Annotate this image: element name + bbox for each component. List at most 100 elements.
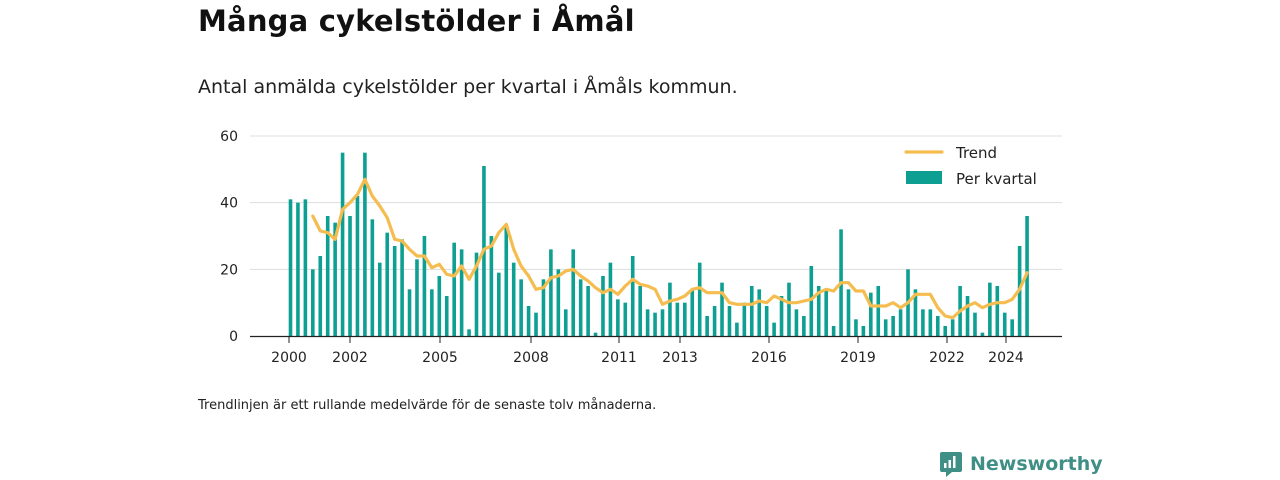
bar bbox=[876, 286, 881, 336]
chart-subtitle: Antal anmälda cykelstölder per kvartal i… bbox=[198, 76, 738, 98]
bar bbox=[296, 202, 300, 336]
bar bbox=[712, 306, 717, 336]
bar bbox=[526, 306, 531, 336]
bar bbox=[898, 309, 903, 336]
bar bbox=[400, 239, 404, 336]
bar bbox=[489, 236, 494, 336]
bar bbox=[377, 262, 382, 336]
bar bbox=[392, 246, 397, 336]
bar bbox=[883, 319, 888, 336]
bar bbox=[459, 249, 464, 336]
bar bbox=[854, 319, 858, 336]
bar bbox=[764, 306, 769, 336]
y-tick-label: 60 bbox=[220, 129, 238, 145]
footnote: Trendlinjen är ett rullande medelvärde f… bbox=[198, 398, 657, 413]
bar bbox=[928, 309, 933, 336]
x-tick-label: 2000 bbox=[271, 350, 307, 366]
trend-line bbox=[311, 177, 1029, 320]
legend-bar-label: Per kvartal bbox=[956, 170, 1037, 188]
bar bbox=[311, 269, 315, 336]
bar bbox=[407, 289, 412, 336]
bar bbox=[385, 232, 390, 336]
bar bbox=[779, 296, 784, 336]
bar bbox=[601, 276, 605, 336]
bar bbox=[1010, 319, 1014, 336]
legend-trend-label: Trend bbox=[955, 144, 997, 162]
y-tick-label: 40 bbox=[220, 196, 238, 212]
bar bbox=[355, 196, 360, 336]
bar bbox=[973, 312, 977, 336]
bar bbox=[787, 282, 791, 336]
bar bbox=[861, 326, 866, 336]
bar bbox=[288, 199, 293, 336]
bar bbox=[980, 332, 985, 336]
bar bbox=[772, 322, 776, 336]
axes: 0 20 40 60 2000 2002 2005 2008 2011 2013 2016 2019 2… bbox=[220, 129, 1062, 366]
bar bbox=[757, 289, 762, 336]
bar bbox=[794, 309, 799, 336]
bar bbox=[303, 199, 308, 336]
bar bbox=[422, 236, 427, 336]
x-tick-label: 2005 bbox=[422, 350, 458, 366]
bar bbox=[891, 316, 895, 336]
bar bbox=[869, 292, 873, 336]
bar bbox=[720, 282, 724, 336]
bar bbox=[705, 316, 709, 336]
bar bbox=[921, 309, 925, 336]
brand-name: Newsworthy bbox=[970, 453, 1103, 475]
bar bbox=[727, 306, 732, 336]
bar bbox=[444, 296, 449, 336]
bar bbox=[549, 249, 553, 336]
bar bbox=[608, 262, 613, 336]
bar bbox=[846, 289, 851, 336]
bar bbox=[340, 152, 345, 336]
bar bbox=[995, 286, 1000, 336]
x-tick-label: 2008 bbox=[513, 350, 549, 366]
chart-title: Många cykelstölder i Åmål bbox=[198, 4, 635, 38]
gridlines bbox=[250, 135, 1062, 270]
bar bbox=[645, 309, 650, 336]
bar bbox=[675, 302, 680, 336]
bar bbox=[802, 316, 806, 336]
x-tick-label: 2011 bbox=[601, 350, 637, 366]
x-tick-label: 2024 bbox=[988, 350, 1024, 366]
bar bbox=[571, 249, 576, 336]
legend-bar-swatch bbox=[906, 171, 942, 184]
bar bbox=[467, 329, 471, 336]
bar bbox=[816, 286, 821, 336]
bar bbox=[586, 286, 590, 336]
bar bbox=[831, 326, 836, 336]
bar bbox=[534, 312, 538, 336]
trend-line-layer bbox=[311, 177, 1029, 320]
bar bbox=[504, 226, 509, 336]
bar bbox=[749, 286, 754, 336]
brand-logo: Newsworthy bbox=[940, 450, 1103, 478]
bar bbox=[578, 279, 583, 336]
bar bbox=[519, 279, 523, 336]
bar bbox=[430, 289, 434, 336]
bar bbox=[742, 302, 747, 336]
bar bbox=[474, 252, 479, 336]
x-tick-label: 2013 bbox=[662, 350, 698, 366]
bar bbox=[668, 282, 672, 336]
bar bbox=[556, 269, 561, 336]
bar bbox=[563, 309, 568, 336]
bar bbox=[653, 312, 657, 336]
bar bbox=[638, 286, 642, 336]
x-tick-label: 2019 bbox=[840, 350, 876, 366]
legend: Trend Per kvartal bbox=[898, 138, 1056, 200]
bar bbox=[683, 302, 687, 336]
bar bbox=[824, 289, 828, 336]
bar-chart: 0 20 40 60 2000 2002 2005 2008 2011 2013 2016 2019 2… bbox=[220, 129, 1062, 366]
legend-box bbox=[898, 138, 1056, 200]
bar bbox=[616, 299, 620, 336]
bar bbox=[325, 216, 330, 336]
bar bbox=[690, 289, 695, 336]
bar bbox=[965, 296, 970, 336]
x-tick-label: 2002 bbox=[332, 350, 368, 366]
bar bbox=[630, 256, 635, 336]
bar bbox=[415, 259, 419, 336]
bar bbox=[541, 279, 546, 336]
bar bbox=[511, 262, 516, 336]
bar bbox=[370, 219, 375, 336]
